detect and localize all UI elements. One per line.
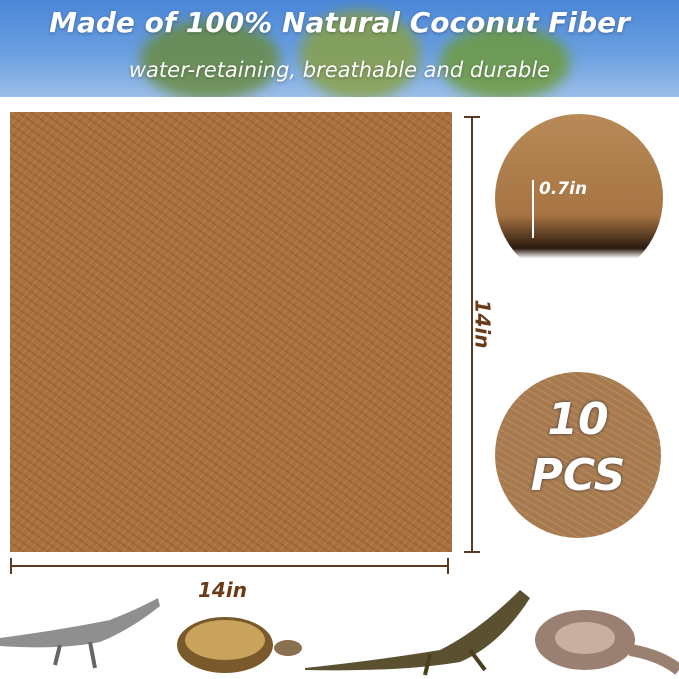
height-dimension-line bbox=[471, 116, 473, 553]
dimension-cap bbox=[464, 116, 480, 118]
thickness-closeup: 0.7in bbox=[495, 114, 663, 282]
thickness-label: 0.7in bbox=[539, 179, 588, 199]
banner-title: Made of 100% Natural Coconut Fiber bbox=[49, 6, 630, 39]
palm-blur bbox=[140, 20, 280, 97]
palm-blur bbox=[300, 10, 420, 97]
dimension-cap bbox=[464, 551, 480, 553]
dimension-cap bbox=[10, 558, 12, 574]
quantity-badge: 10 PCS bbox=[495, 372, 661, 538]
thickness-line bbox=[532, 180, 534, 238]
reptiles-illustration bbox=[0, 590, 679, 676]
snake-image bbox=[535, 610, 679, 675]
palm-blur bbox=[440, 25, 570, 97]
lizard-image bbox=[0, 598, 160, 669]
coconut-fiber-mat bbox=[10, 112, 452, 552]
quantity-unit: PCS bbox=[530, 450, 626, 501]
height-label: 14in bbox=[470, 299, 495, 349]
header-banner: Made of 100% Natural Coconut Fiber water… bbox=[0, 0, 679, 97]
tortoise-image bbox=[177, 617, 302, 673]
width-dimension-line bbox=[10, 565, 448, 567]
quantity-number: 10 bbox=[547, 394, 609, 445]
bearded-lizard-image bbox=[305, 590, 530, 676]
width-label: 14in bbox=[198, 578, 247, 602]
banner-subtitle: water-retaining, breathable and durable bbox=[128, 58, 551, 82]
dimension-cap bbox=[447, 558, 449, 574]
